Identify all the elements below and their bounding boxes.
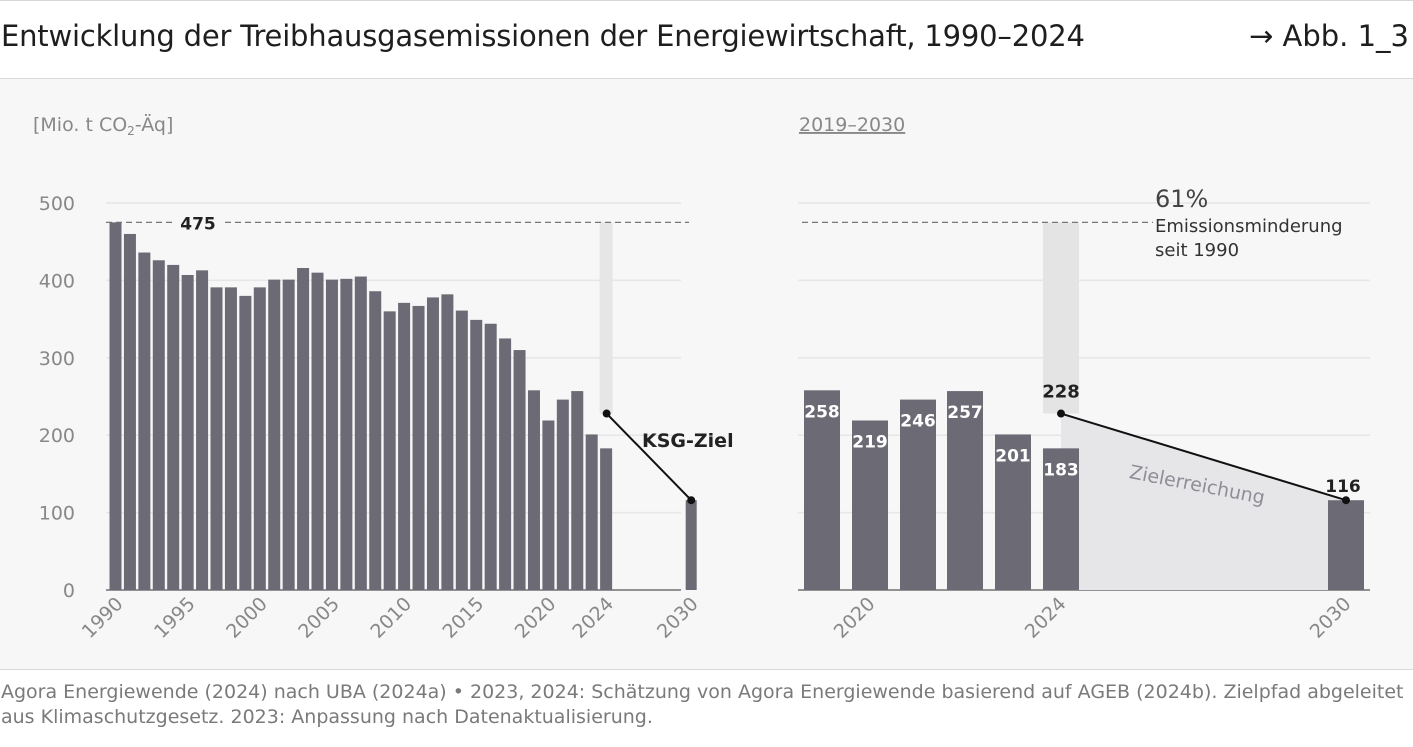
y-tick-label: 500 [39, 193, 75, 215]
bar-2012 [426, 297, 439, 590]
bar-2004 [311, 272, 324, 590]
bar-2013 [441, 294, 454, 590]
bar-2010 [398, 302, 411, 590]
path-start-label: 228 [1042, 382, 1080, 403]
value-label-2030: 116 [1325, 477, 1361, 497]
bar-2020 [542, 420, 555, 590]
page-title: Entwicklung der Treibhausgasemissionen d… [1, 19, 1085, 53]
bar-2000 [253, 287, 266, 590]
bar-1991 [123, 233, 136, 590]
highlight-2024-column-right [1043, 222, 1079, 414]
target-area [1061, 413, 1346, 590]
x-tick-label-right: 2020 [830, 593, 880, 643]
bar-2009 [383, 311, 396, 590]
ksg-target-line [605, 412, 692, 501]
bar-2024 [600, 448, 613, 590]
bar-2002 [282, 279, 295, 590]
right-panel-title: 2019–2030 [799, 114, 905, 136]
bar-1995 [181, 274, 194, 590]
bar-2006 [340, 278, 353, 590]
x-tick-label-left: 2024 [568, 593, 618, 643]
highlight-2024-column [599, 222, 613, 414]
bar-1993 [152, 260, 165, 590]
y-tick-label: 100 [39, 503, 75, 525]
value-label-2020: 219 [852, 432, 888, 452]
y-tick-label: 0 [63, 580, 75, 602]
x-tick-label-left: 2030 [653, 593, 703, 643]
bar-2021 [556, 399, 569, 590]
x-tick-label-left: 2005 [294, 593, 344, 643]
y-tick-label: 200 [39, 425, 75, 447]
bar-2018 [513, 350, 526, 590]
bar-2024 [1043, 448, 1079, 590]
reduction-text-line1: Emissionsminderung [1155, 216, 1343, 237]
bar-1998 [224, 287, 237, 590]
x-tick-label-left: 2000 [222, 593, 272, 643]
target-path-start-point [1057, 409, 1065, 418]
bar-2007 [354, 276, 367, 590]
value-label-2022: 257 [947, 403, 983, 423]
bar-2017 [499, 338, 512, 590]
bar-2011 [412, 305, 425, 590]
bar-1996 [196, 270, 209, 590]
bar-1990 [109, 222, 122, 590]
x-tick-label-left: 2010 [366, 593, 416, 643]
bar-1999 [239, 295, 252, 590]
bar-1992 [138, 252, 151, 590]
bar-2008 [369, 291, 382, 590]
bar-2022 [571, 391, 584, 590]
value-label-2019: 258 [804, 402, 840, 422]
y-tick-label: 400 [39, 270, 75, 292]
y-tick-label: 300 [39, 348, 75, 370]
x-tick-label-left: 1990 [78, 593, 128, 643]
ksg-end-point [687, 496, 696, 505]
bar-2030 [1328, 500, 1364, 590]
bar-2030-target [685, 500, 697, 590]
x-tick-label-right: 2030 [1306, 593, 1356, 643]
bar-2020 [852, 420, 888, 590]
chart-canvas: [Mio. t CO2-Äq] 0 100 200 300 400 500 475 KSG-Zi… [33, 113, 1370, 643]
header-bar: Entwicklung der Treibhausgasemissionen d… [0, 0, 1413, 79]
bar-2023 [585, 434, 598, 590]
target-path-line [1060, 412, 1347, 502]
ksg-start-point [602, 409, 611, 418]
bar-2023 [995, 434, 1031, 590]
reference-value-label: 475 [180, 214, 216, 234]
bar-2014 [455, 310, 468, 590]
y-axis-unit-label: [Mio. t CO2-Äq] [33, 113, 173, 138]
figure-reference: → Abb. 1_3 [1248, 19, 1409, 53]
bar-2001 [268, 279, 281, 590]
value-label-2024: 183 [1043, 460, 1079, 480]
x-tick-label-right: 2024 [1021, 593, 1071, 643]
ksg-target-label: KSG-Ziel [642, 430, 734, 452]
bar-1994 [167, 264, 180, 590]
value-label-2023: 201 [995, 446, 1031, 466]
bar-2003 [297, 268, 310, 590]
bar-2015 [470, 319, 483, 590]
target-path-end-point [1342, 496, 1350, 505]
reduction-text-line2: seit 1990 [1155, 240, 1239, 261]
x-tick-label-left: 1995 [150, 593, 200, 643]
x-tick-label-left: 2015 [439, 593, 489, 643]
bar-2019 [527, 390, 540, 590]
bar-2019 [804, 390, 840, 590]
value-label-2021: 246 [900, 412, 936, 432]
reduction-percent: 61% [1155, 185, 1208, 213]
bar-2016 [484, 323, 497, 590]
bar-2005 [325, 279, 338, 590]
x-tick-label-left: 2020 [511, 593, 561, 643]
bar-2022 [947, 391, 983, 590]
source-note: Agora Energiewende (2024) nach UBA (2024… [1, 681, 1404, 728]
bar-2021 [900, 399, 936, 590]
bar-1997 [210, 287, 223, 590]
